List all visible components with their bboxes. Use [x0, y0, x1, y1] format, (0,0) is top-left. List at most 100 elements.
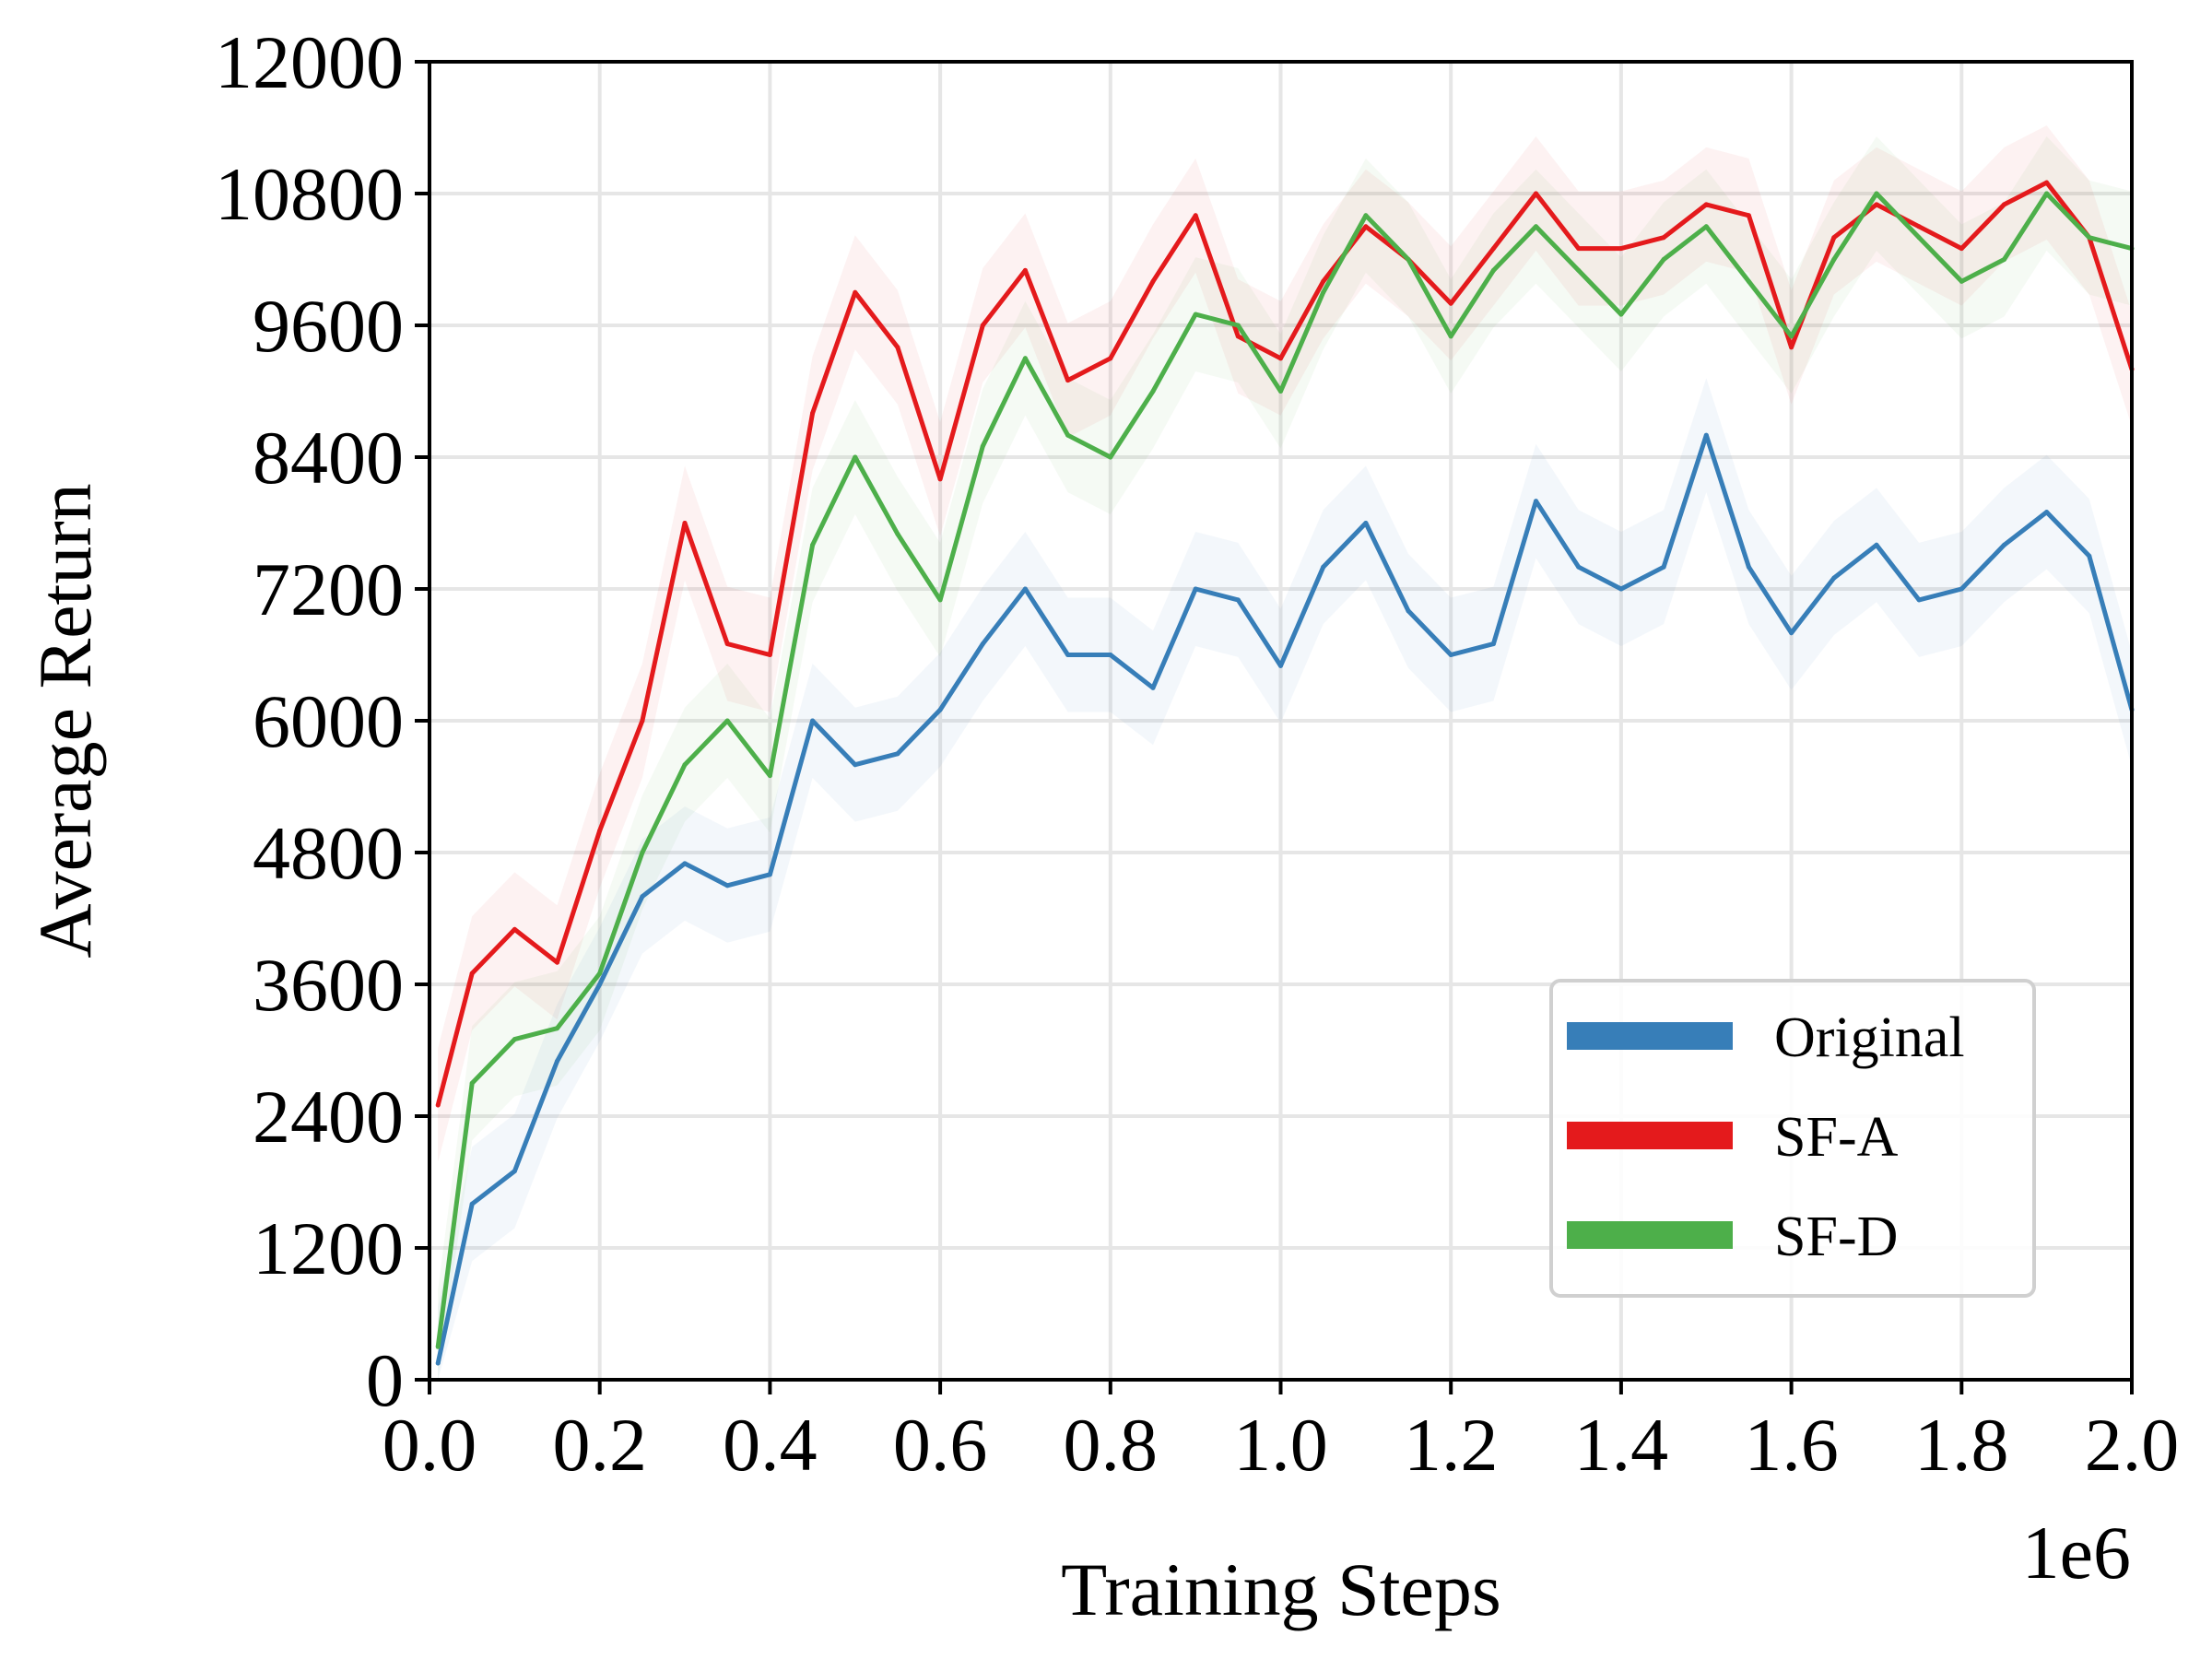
- y-tick-label: 10800: [215, 152, 404, 236]
- data-point-sf-a: [724, 641, 730, 647]
- data-point-original: [1278, 663, 1283, 668]
- data-point-sf-a: [1703, 202, 1709, 207]
- data-point-sf-d: [512, 1037, 517, 1042]
- data-point-sf-d: [1193, 312, 1198, 317]
- data-point-sf-d: [1661, 257, 1666, 262]
- data-point-sf-a: [1661, 235, 1666, 241]
- data-point-sf-d: [1065, 432, 1071, 438]
- data-point-original: [1022, 586, 1028, 592]
- data-point-original: [853, 762, 858, 768]
- y-tick-label: 6000: [253, 679, 404, 763]
- data-point-sf-d: [1618, 312, 1624, 317]
- data-point-sf-d: [435, 1344, 441, 1349]
- data-point-original: [1108, 653, 1113, 657]
- data-point-sf-a: [1065, 378, 1071, 383]
- data-point-original: [980, 641, 985, 647]
- x-tick-label: 0.6: [893, 1403, 988, 1487]
- data-point-sf-d: [1534, 224, 1538, 229]
- legend-label-sf-a: SF-A: [1774, 1106, 1899, 1169]
- y-tick-label: 4800: [253, 811, 404, 895]
- data-point-sf-d: [1406, 257, 1411, 262]
- data-point-sf-d: [1108, 454, 1113, 460]
- data-point-sf-d: [1746, 278, 1751, 284]
- data-point-original: [810, 718, 816, 724]
- data-point-sf-d: [810, 542, 816, 547]
- data-point-original: [1703, 432, 1709, 438]
- data-point-sf-a: [1193, 213, 1198, 218]
- data-point-original: [682, 861, 688, 866]
- data-point-original: [555, 1058, 559, 1064]
- data-point-original: [1789, 630, 1794, 636]
- y-axis-ticks: 0 1200 2400 3600 4800 6000 7200 8400 9600 10800 12…: [215, 20, 429, 1422]
- data-point-original: [1065, 653, 1071, 657]
- data-point-sf-d: [2002, 257, 2006, 262]
- data-point-sf-d: [853, 454, 858, 460]
- data-point-sf-d: [1150, 389, 1156, 394]
- data-point-sf-a: [2002, 202, 2006, 207]
- data-point-original: [895, 751, 900, 757]
- data-point-sf-d: [2044, 191, 2050, 196]
- x-tick-label: 1.8: [1914, 1403, 2009, 1487]
- data-point-sf-d: [1959, 278, 1964, 284]
- data-point-sf-a: [1278, 356, 1283, 361]
- data-point-original: [640, 894, 645, 900]
- legend-label-original: Original: [1774, 1006, 1965, 1069]
- data-point-sf-d: [1235, 323, 1241, 328]
- data-point-original: [2044, 510, 2050, 515]
- data-point-sf-a: [469, 971, 475, 976]
- y-tick-label: 1200: [253, 1206, 404, 1290]
- y-axis-title: Average Return: [23, 483, 107, 958]
- x-tick-label: 1.2: [1404, 1403, 1499, 1487]
- data-point-sf-d: [767, 773, 772, 779]
- y-tick-label: 12000: [215, 20, 404, 104]
- data-point-sf-d: [1321, 289, 1326, 295]
- data-point-original: [435, 1360, 441, 1366]
- data-point-sf-a: [1321, 278, 1326, 284]
- data-point-sf-a: [1789, 345, 1794, 350]
- data-point-sf-d: [980, 443, 985, 449]
- data-point-sf-a: [597, 828, 603, 833]
- data-point-sf-a: [853, 289, 858, 295]
- data-point-original: [1406, 608, 1411, 614]
- data-point-sf-a: [1448, 300, 1453, 306]
- data-point-original: [1831, 575, 1837, 581]
- data-point-original: [767, 872, 772, 877]
- data-point-sf-a: [1618, 246, 1624, 252]
- data-point-original: [1235, 597, 1241, 603]
- data-point-original: [469, 1201, 475, 1206]
- data-point-sf-a: [895, 345, 900, 350]
- y-tick-label: 0: [366, 1338, 404, 1422]
- data-point-sf-a: [1108, 356, 1113, 361]
- data-point-original: [1193, 586, 1198, 592]
- data-point-original: [597, 982, 603, 987]
- data-point-original: [1448, 653, 1453, 657]
- data-point-sf-a: [640, 718, 645, 724]
- data-point-sf-a: [435, 1102, 441, 1108]
- data-point-original: [1150, 685, 1156, 690]
- data-point-sf-a: [1874, 202, 1879, 207]
- x-axis-ticks: 0.0 0.2 0.4 0.6 0.8 1.0 1.2 1.4 1.6 1.8 2.0: [382, 1380, 2179, 1487]
- data-point-sf-a: [2044, 180, 2050, 185]
- data-point-original: [1874, 542, 1879, 547]
- data-point-original: [2087, 553, 2092, 559]
- data-point-original: [1618, 586, 1624, 592]
- x-tick-label: 1.6: [1744, 1403, 1839, 1487]
- x-axis-offset-label: 1e6: [2022, 1511, 2131, 1594]
- y-tick-label: 2400: [253, 1075, 404, 1159]
- data-point-sf-d: [1789, 334, 1794, 339]
- confidence-bands: [438, 125, 2133, 1381]
- data-point-sf-a: [1746, 213, 1751, 218]
- data-point-sf-d: [2087, 235, 2092, 241]
- y-tick-label: 7200: [253, 547, 404, 631]
- data-point-original: [512, 1169, 517, 1174]
- data-point-sf-d: [640, 850, 645, 855]
- data-point-sf-a: [1534, 191, 1538, 196]
- data-point-original: [2002, 542, 2006, 547]
- data-point-sf-d: [682, 762, 688, 768]
- data-point-original: [1959, 586, 1964, 592]
- data-point-sf-a: [1831, 235, 1837, 241]
- data-point-sf-a: [1150, 278, 1156, 284]
- x-tick-label: 1.4: [1574, 1403, 1669, 1487]
- data-point-sf-a: [682, 521, 688, 525]
